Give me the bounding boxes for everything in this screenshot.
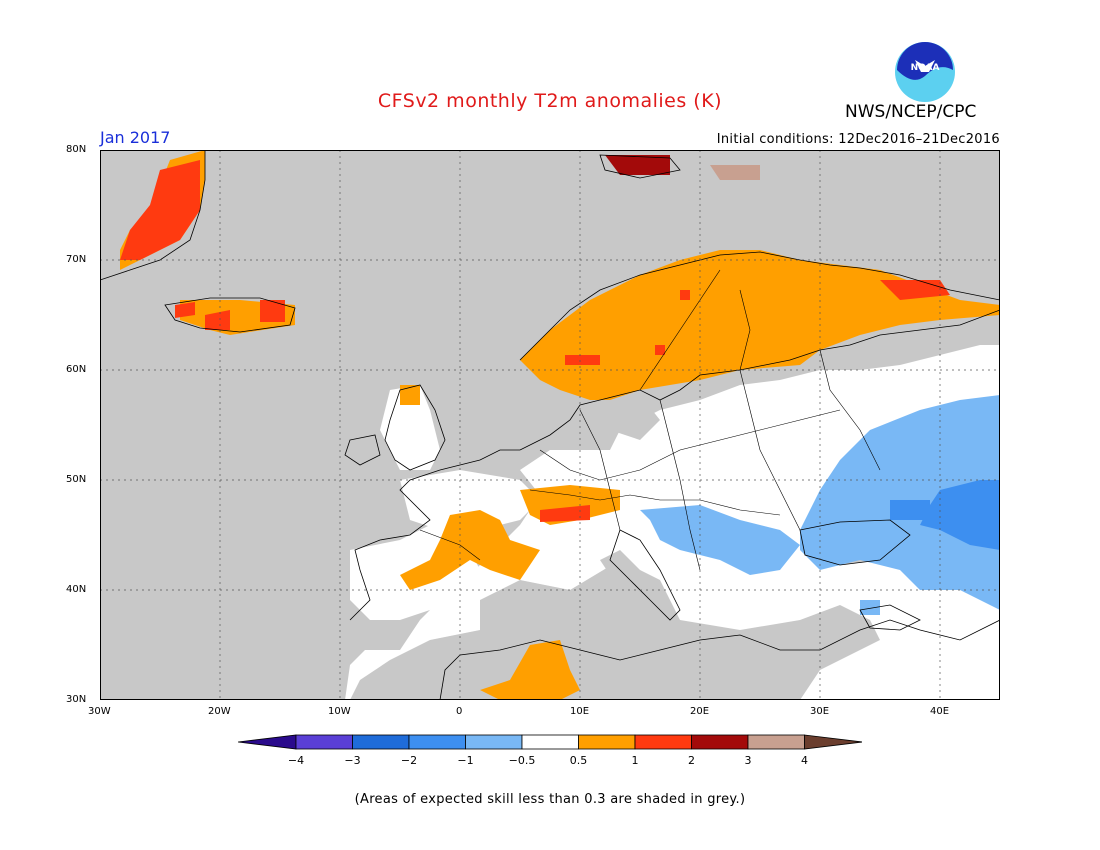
legend-swatch-1 — [295, 734, 353, 750]
lon-label-0: 0 — [456, 706, 463, 717]
legend-swatch-4 — [465, 734, 523, 750]
lat-label-50n: 50N — [66, 474, 87, 485]
country-borders — [419, 269, 881, 571]
graticule — [100, 150, 1000, 700]
legend-label-8: 3 — [745, 754, 752, 767]
coastlines — [100, 150, 1000, 700]
france — [400, 470, 540, 530]
legend-label-4: −0.5 — [509, 754, 536, 767]
anomaly-map — [100, 150, 1000, 700]
warm-anomaly-brown — [710, 165, 760, 180]
color-legend: −4 −3 −2 −1 −0.5 0.5 1 2 3 4 — [238, 734, 862, 767]
lon-label-10w: 10W — [328, 706, 351, 717]
warm-anomaly-darkred — [605, 155, 670, 175]
lat-label-30n: 30N — [66, 694, 87, 705]
lon-label-40e: 40E — [930, 706, 950, 717]
legend-label-6: 1 — [632, 754, 639, 767]
legend-label-9: 4 — [801, 754, 808, 767]
legend-label-2: −2 — [401, 754, 417, 767]
lat-label-40n: 40N — [66, 584, 87, 595]
warm-anomaly-red — [120, 160, 950, 522]
agency-label: NWS/NCEP/CPC — [845, 102, 977, 122]
logo-text: NOAA — [911, 63, 940, 73]
legend-swatch-0 — [238, 734, 297, 750]
grey-baltic — [580, 395, 660, 440]
legend-swatch-7 — [634, 734, 692, 750]
legend-swatch-2 — [352, 734, 410, 750]
legend-label-3: −1 — [457, 754, 473, 767]
noaa-logo: NOAA — [895, 42, 955, 102]
map-title: CFSv2 monthly T2m anomalies (K) — [377, 90, 723, 112]
legend-swatch-3 — [408, 734, 466, 750]
lon-label-10e: 10E — [570, 706, 590, 717]
iceland-outline — [164, 297, 296, 333]
lat-label-80n: 80N — [66, 144, 87, 155]
lon-label-20w: 20W — [208, 706, 231, 717]
skill-note: (Areas of expected skill less than 0.3 a… — [354, 792, 746, 807]
legend-swatch-9 — [747, 734, 805, 750]
lon-label-30e: 30E — [810, 706, 830, 717]
grey-north-africa — [350, 630, 480, 700]
lon-label-20e: 20E — [690, 706, 710, 717]
legend-label-5: 0.5 — [570, 754, 588, 767]
legend-swatch-10 — [804, 734, 862, 750]
legend-label-0: −4 — [288, 754, 304, 767]
initial-conditions: Initial conditions: 12Dec2016–21Dec2016 — [716, 132, 1000, 147]
legend-label-7: 2 — [688, 754, 695, 767]
legend-swatch-6 — [578, 734, 636, 750]
lon-label-30w: 30W — [88, 706, 111, 717]
legend-swatch-8 — [691, 734, 749, 750]
lat-label-60n: 60N — [66, 364, 87, 375]
legend-label-1: −3 — [344, 754, 360, 767]
lat-label-70n: 70N — [66, 254, 87, 265]
forecast-month: Jan 2017 — [100, 128, 171, 147]
cold-anomaly-blue — [890, 480, 1000, 550]
legend-swatch-5 — [521, 734, 579, 750]
